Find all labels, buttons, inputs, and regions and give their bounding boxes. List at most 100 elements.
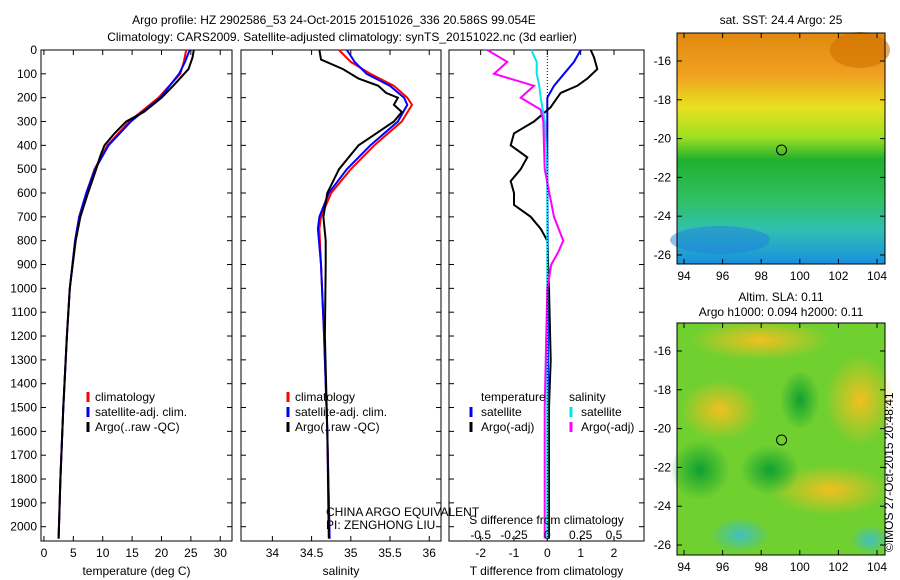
x-tick-label: 20 [155,546,169,560]
series-line-t-satellite [546,49,582,539]
map-x-tick-label: 104 [867,269,887,283]
map-x-tick-label: 104 [867,560,887,574]
x-tick-label: 34.5 [300,546,324,560]
x-tick-label: 0 [544,546,551,560]
map-x-tick-label: 102 [828,269,848,283]
temperature-panel: 0100200300400500600700800900100011001200… [10,43,233,578]
series-line-climatology [57,49,188,539]
sst-map-axes: 94 96 98 100 102 104 -16 -18 -20 -22 -24 -26 [654,33,887,283]
x-tick-label: 5 [70,546,77,560]
sla-high-patch [825,355,895,445]
map-y-tick-label: -24 [654,209,672,223]
sla-map-title: Altim. SLA: 0.11 [738,290,823,304]
map-y-tick-label: -18 [654,383,672,397]
legend-label: climatology [95,390,155,404]
sst-map-frame [676,32,886,265]
figure-subtitle: Climatology: CARS2009. Satellite-adjuste… [107,30,577,44]
x-tick-label: 36 [423,546,437,560]
sst-warm-patch [830,32,890,68]
y-tick-label: 1300 [10,353,37,367]
map-y-tick-label: -20 [654,132,672,146]
sla-high-patch [690,320,830,360]
y-tick-label: 1600 [10,424,37,438]
sla-low-patch [710,517,770,553]
sla-low-patch [670,440,730,500]
pi-annotation: PI: ZENGHONG LIU [326,518,435,532]
x2-tick-label: 0.5 [606,528,623,542]
map-x-tick-label: 98 [755,269,769,283]
sst-map [670,32,890,265]
y-tick-label: 200 [17,91,37,105]
series-line-argo-raw-qc- [57,49,195,539]
y-tick-label: 1800 [10,472,37,486]
series-line-argo-raw-qc- [318,49,404,539]
y-tick-label: 100 [17,67,37,81]
x-axis-label: temperature (deg C) [82,564,190,578]
map-y-tick-label: -16 [654,54,672,68]
y-tick-label: 1500 [10,401,37,415]
sst-map-title: sat. SST: 24.4 Argo: 25 [720,13,843,27]
salinity-panel: 34 34.5 35 35.5 36 salinity climatologysatelli… [240,49,480,578]
map-y-tick-label: -20 [654,422,672,436]
map-y-tick-label: -22 [654,460,672,474]
legend-label: climatology [295,390,355,404]
figure-title: Argo profile: HZ 2902586_53 24-Oct-2015 … [132,13,536,27]
map-x-tick-label: 98 [755,560,769,574]
map-x-tick-label: 96 [716,560,730,574]
map-x-tick-label: 96 [716,269,730,283]
y-tick-label: 0 [30,43,37,57]
map-y-tick-label: -26 [654,248,672,262]
y-tick-label: 1400 [10,377,37,391]
map-x-tick-label: 94 [677,560,691,574]
legend-title: salinity [569,390,606,404]
x-axis-label: salinity [323,564,360,578]
sla-low-patch [740,445,800,495]
x-tick-label: 2 [611,546,618,560]
x-tick-label: 35 [344,546,358,560]
y-tick-label: 900 [17,258,37,272]
x2-tick-label: 0 [544,528,551,542]
sla-map [670,320,895,556]
map-y-tick-label: -16 [654,344,672,358]
map-y-tick-label: -18 [654,93,672,107]
x2-tick-label: 0.25 [569,528,593,542]
map-y-tick-label: -22 [654,170,672,184]
argo-location-marker [776,144,788,156]
sla-low-patch [780,370,820,430]
sla-high-patch [770,465,890,515]
y-tick-label: 1100 [11,305,37,319]
legend-label: Argo(-adj) [481,420,534,434]
temperature-frame [40,49,233,542]
series-line-satellite-adj-clim- [316,49,409,539]
series-line-t-argo-adj- [509,49,599,539]
map-y-tick-label: -24 [654,499,672,513]
argo-location-marker [776,434,788,446]
x-axis-label: T difference from climatology [470,564,624,578]
map-x-tick-label: 94 [677,269,691,283]
sla-high-patch [680,380,760,440]
map-x-tick-label: 102 [828,560,848,574]
y-tick-label: 300 [17,115,37,129]
salinity-frame [240,49,442,542]
x2-axis-label: S difference from climatology [469,513,624,527]
legend-label: satellite [481,405,522,419]
x-tick-label: 35.5 [378,546,402,560]
profile-panels: 0100200300400500600700800900100011001200… [10,43,645,578]
y-tick-label: 1900 [10,496,37,510]
x-tick-label: 15 [125,546,139,560]
x-tick-label: 30 [214,546,228,560]
x-tick-label: 25 [184,546,198,560]
x2-tick-label: -0.5 [470,528,491,542]
x-tick-label: 0 [41,546,48,560]
y-tick-label: 2000 [10,520,37,534]
x-tick-label: -1 [509,546,520,560]
legend-label: satellite-adj. clim. [295,405,387,419]
credit-text: ©IMOS 27-Oct-2015 20:48:41 [882,392,896,552]
y-tick-label: 600 [17,186,37,200]
series-line-s-argo-adj- [486,49,565,539]
series-line-climatology [318,49,414,539]
y-tick-label: 800 [17,234,37,248]
legend-label: satellite [581,405,622,419]
x-tick-label: -2 [475,546,486,560]
legend-label: Argo(-adj) [581,420,634,434]
